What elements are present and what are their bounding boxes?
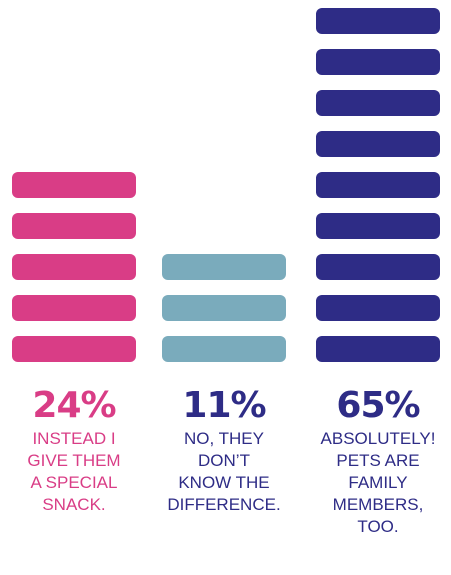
bar-unit-no-3 xyxy=(162,254,286,280)
bar-unit-absolutely-4 xyxy=(316,213,440,239)
bar-unit-absolutely-1 xyxy=(316,336,440,362)
value-label-absolutely: 65% xyxy=(336,385,420,426)
bar-unit-absolutely-6 xyxy=(316,131,440,157)
bar-column-snack: 24% INSTEAD I GIVE THEM A SPECIAL SNACK. xyxy=(12,0,136,575)
bar-unit-snack-2 xyxy=(12,295,136,321)
bar-unit-absolutely-3 xyxy=(316,254,440,280)
bar-column-no: 11% NO, THEY DON’T KNOW THE DIFFERENCE. xyxy=(162,0,286,575)
value-label-snack: 24% xyxy=(32,385,116,426)
bar-column-absolutely: 65% ABSOLUTELY! PETS ARE FAMILY MEMBERS,… xyxy=(316,0,440,575)
category-label-no: NO, THEY DON’T KNOW THE DIFFERENCE. xyxy=(167,429,281,514)
bar-unit-snack-4 xyxy=(12,213,136,239)
category-label-absolutely: ABSOLUTELY! PETS ARE FAMILY MEMBERS, TOO… xyxy=(320,429,436,536)
bar-unit-no-2 xyxy=(162,295,286,321)
bar-unit-absolutely-5 xyxy=(316,172,440,198)
bar-unit-absolutely-7 xyxy=(316,90,440,116)
bar-unit-absolutely-2 xyxy=(316,295,440,321)
value-label-no: 11% xyxy=(182,385,266,426)
bar-unit-absolutely-8 xyxy=(316,49,440,75)
category-label-snack: INSTEAD I GIVE THEM A SPECIAL SNACK. xyxy=(27,429,121,514)
bar-unit-snack-1 xyxy=(12,336,136,362)
bar-unit-no-1 xyxy=(162,336,286,362)
bar-unit-absolutely-9 xyxy=(316,8,440,34)
bar-unit-snack-3 xyxy=(12,254,136,280)
bar-unit-snack-5 xyxy=(12,172,136,198)
